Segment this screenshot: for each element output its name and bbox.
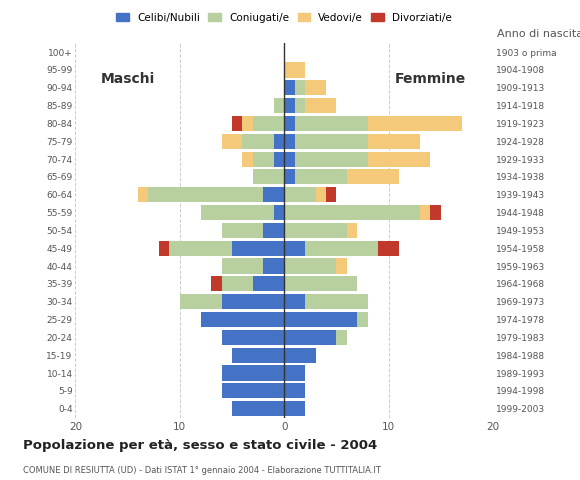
Bar xyxy=(284,98,295,113)
Bar xyxy=(430,205,441,220)
Bar xyxy=(284,187,316,203)
Bar xyxy=(274,152,284,167)
Bar xyxy=(232,240,284,256)
Bar xyxy=(284,276,357,291)
Text: COMUNE DI RESIUTTA (UD) - Dati ISTAT 1° gennaio 2004 - Elaborazione TUTTITALIA.I: COMUNE DI RESIUTTA (UD) - Dati ISTAT 1° … xyxy=(23,466,381,475)
Bar xyxy=(201,312,284,327)
Bar xyxy=(316,187,326,203)
Bar xyxy=(242,116,253,131)
Bar xyxy=(368,152,430,167)
Bar xyxy=(284,365,305,381)
Bar xyxy=(201,205,274,220)
Bar xyxy=(295,116,368,131)
Bar xyxy=(222,330,284,345)
Bar xyxy=(222,134,242,149)
Bar xyxy=(263,187,284,203)
Bar xyxy=(274,205,284,220)
Bar xyxy=(295,80,305,96)
Bar xyxy=(222,276,253,291)
Text: Anno di nascita: Anno di nascita xyxy=(497,29,580,39)
Bar xyxy=(263,223,284,238)
Bar xyxy=(222,223,263,238)
Bar xyxy=(284,223,347,238)
Bar xyxy=(222,383,284,398)
Bar xyxy=(284,383,305,398)
Bar xyxy=(305,80,326,96)
Bar xyxy=(284,80,295,96)
Bar xyxy=(180,294,222,309)
Bar xyxy=(138,187,148,203)
Bar xyxy=(211,276,222,291)
Bar xyxy=(274,134,284,149)
Bar xyxy=(232,348,284,363)
Bar xyxy=(336,330,347,345)
Bar xyxy=(284,348,316,363)
Text: Popolazione per età, sesso e stato civile - 2004: Popolazione per età, sesso e stato civil… xyxy=(23,439,378,452)
Bar xyxy=(284,258,336,274)
Bar xyxy=(284,312,357,327)
Bar xyxy=(305,240,378,256)
Bar xyxy=(253,276,284,291)
Bar xyxy=(284,62,305,78)
Bar xyxy=(284,294,305,309)
Bar xyxy=(368,134,420,149)
Bar xyxy=(347,169,399,184)
Bar xyxy=(357,312,368,327)
Text: Femmine: Femmine xyxy=(395,72,466,86)
Bar xyxy=(295,134,368,149)
Bar xyxy=(284,116,295,131)
Bar xyxy=(295,98,305,113)
Bar xyxy=(284,169,295,184)
Legend: Celibi/Nubili, Coniugati/e, Vedovi/e, Divorziati/e: Celibi/Nubili, Coniugati/e, Vedovi/e, Di… xyxy=(112,9,456,27)
Bar xyxy=(222,294,284,309)
Bar xyxy=(284,152,295,167)
Bar xyxy=(242,134,274,149)
Bar xyxy=(284,330,336,345)
Bar xyxy=(159,240,169,256)
Bar xyxy=(326,187,336,203)
Bar xyxy=(284,205,420,220)
Bar xyxy=(253,116,284,131)
Bar xyxy=(222,258,263,274)
Bar xyxy=(336,258,347,274)
Bar xyxy=(368,116,462,131)
Bar xyxy=(222,365,284,381)
Text: Maschi: Maschi xyxy=(100,72,155,86)
Bar xyxy=(420,205,430,220)
Bar xyxy=(295,152,368,167)
Bar xyxy=(274,98,284,113)
Bar xyxy=(253,152,274,167)
Bar xyxy=(263,258,284,274)
Bar xyxy=(347,223,357,238)
Bar xyxy=(378,240,399,256)
Bar xyxy=(284,240,305,256)
Bar xyxy=(284,401,305,416)
Bar xyxy=(305,294,368,309)
Bar xyxy=(253,169,284,184)
Bar xyxy=(305,98,336,113)
Bar xyxy=(284,134,295,149)
Bar xyxy=(148,187,263,203)
Bar xyxy=(242,152,253,167)
Bar xyxy=(232,116,242,131)
Bar xyxy=(232,401,284,416)
Bar xyxy=(169,240,232,256)
Bar xyxy=(295,169,347,184)
